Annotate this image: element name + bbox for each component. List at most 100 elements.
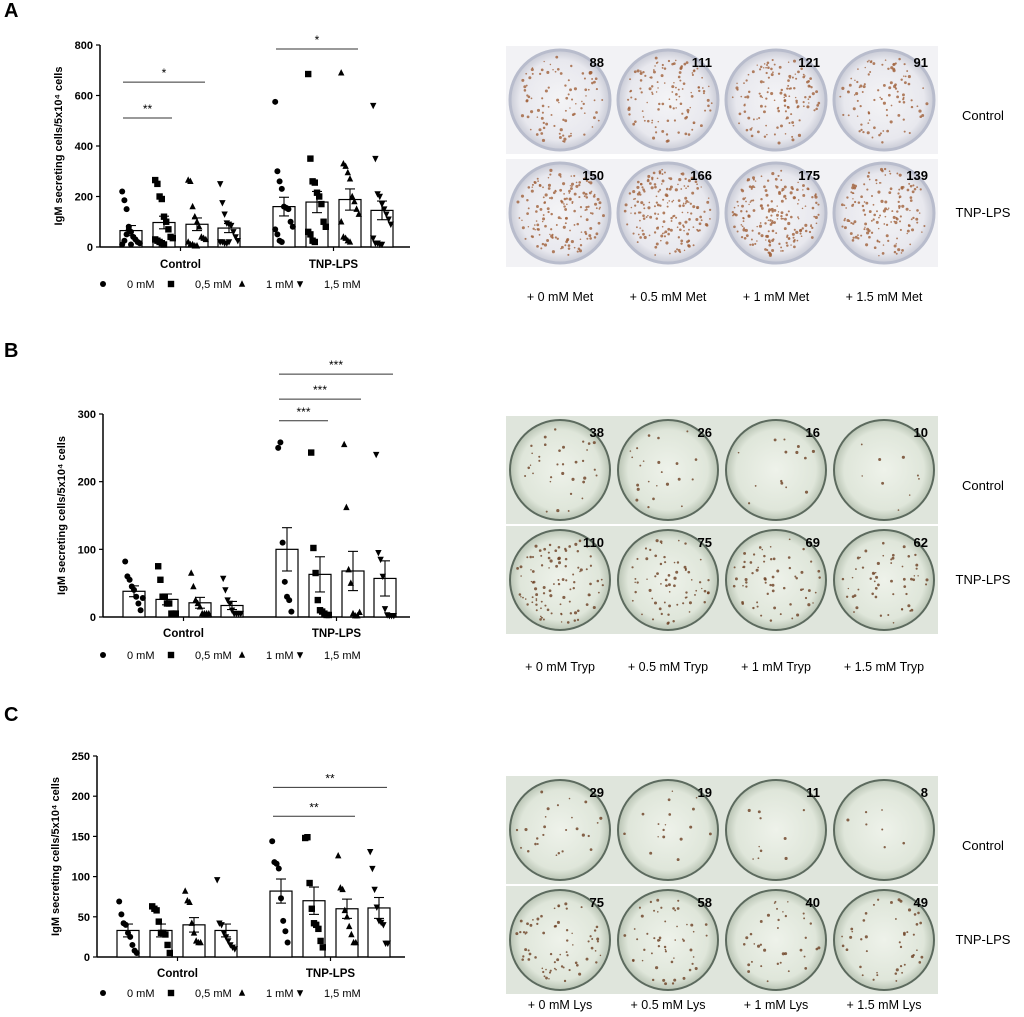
spot (597, 221, 601, 225)
spot (644, 547, 648, 550)
spot (668, 583, 671, 587)
spot (540, 116, 544, 120)
spot (559, 72, 563, 75)
spot (684, 567, 687, 570)
spot (909, 243, 912, 246)
spot (641, 229, 644, 232)
spot (657, 911, 659, 913)
column-label: + 1.5 mM Lys (847, 998, 922, 1012)
spot (596, 821, 599, 824)
spot (804, 966, 808, 970)
spot (879, 96, 881, 99)
spot (538, 128, 542, 132)
spot (790, 113, 793, 116)
spot (572, 586, 575, 590)
spot (902, 118, 905, 121)
legend-label: 0,5 mM (195, 988, 232, 1000)
spot (678, 539, 680, 542)
spot (777, 109, 780, 113)
spot (763, 63, 766, 65)
spot (767, 210, 771, 213)
spot (765, 124, 767, 127)
significance-label: ** (309, 800, 319, 814)
spot (684, 196, 688, 200)
spot (549, 952, 553, 956)
spot (882, 244, 885, 246)
spot (850, 191, 853, 194)
spot (742, 197, 746, 201)
spot (800, 235, 803, 238)
spot (890, 558, 893, 561)
spot (892, 215, 896, 219)
spot (915, 567, 918, 570)
data-point (125, 226, 132, 233)
spot (788, 538, 791, 541)
spot (780, 169, 783, 172)
spot (771, 589, 775, 593)
spot (653, 205, 656, 208)
data-point (345, 565, 352, 573)
spot (846, 196, 849, 199)
spot (912, 953, 915, 957)
spot (651, 618, 655, 621)
spot (673, 119, 677, 122)
spot (703, 210, 706, 213)
spot (792, 236, 795, 239)
legend-marker (167, 280, 175, 288)
spot (850, 77, 853, 80)
spot (682, 602, 685, 605)
data-point (319, 944, 326, 951)
spot (557, 216, 561, 220)
spot (703, 601, 706, 604)
spot (864, 810, 868, 814)
spot (861, 204, 865, 208)
spot (860, 123, 863, 126)
spot (807, 98, 810, 100)
spot (878, 133, 881, 137)
spot (655, 201, 658, 204)
spot (518, 217, 521, 219)
spot (800, 67, 803, 71)
spot (863, 183, 866, 186)
spot (742, 943, 746, 946)
spot (563, 203, 565, 205)
spot (898, 100, 901, 104)
spot (780, 179, 783, 181)
spot (642, 217, 646, 220)
spot (745, 581, 748, 584)
spot (897, 192, 900, 195)
spot (679, 102, 683, 105)
spot (646, 179, 650, 183)
data-point (338, 218, 345, 225)
spot (652, 497, 655, 501)
spot (803, 955, 806, 958)
spot (651, 597, 654, 600)
spot (657, 61, 659, 63)
spot (630, 96, 633, 99)
data-point (122, 921, 129, 928)
spot (540, 607, 542, 610)
y-tick-label: 300 (78, 409, 96, 421)
spot (853, 200, 857, 204)
data-point (116, 898, 123, 905)
spot (701, 587, 703, 590)
spot (528, 952, 532, 956)
spot (663, 555, 666, 559)
spot (843, 204, 846, 207)
spot (632, 122, 636, 126)
spot (786, 236, 789, 239)
spot (683, 229, 685, 232)
spot (787, 237, 791, 241)
spot (740, 95, 743, 98)
spot (864, 549, 868, 553)
spot (657, 190, 660, 193)
spot (690, 212, 693, 215)
spot (735, 86, 739, 90)
spot (921, 231, 923, 233)
spot (874, 595, 878, 599)
spot (782, 586, 786, 590)
spot (870, 219, 873, 222)
spot (547, 556, 551, 560)
spot (523, 85, 527, 89)
spot (748, 185, 752, 189)
